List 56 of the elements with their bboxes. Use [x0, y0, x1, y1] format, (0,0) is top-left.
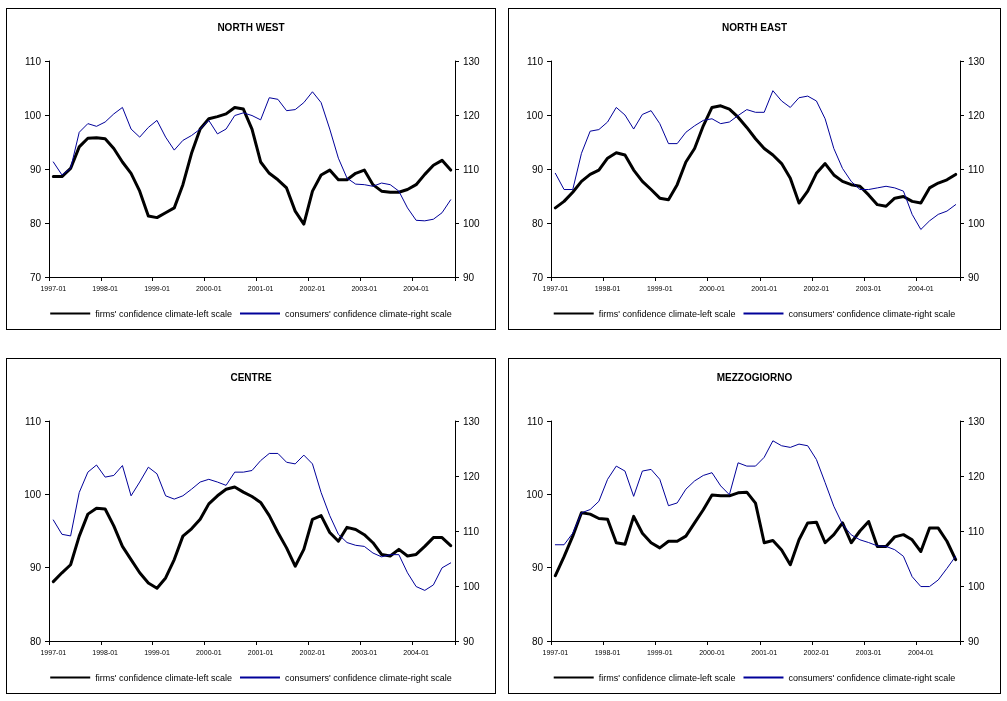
y2-tick-label: 130 — [463, 415, 481, 427]
legend-label: firms' confidence climate-left scale — [598, 672, 736, 683]
y2-tick-label: 100 — [463, 217, 481, 229]
legend-label: consumers' confidence climate-right scale — [788, 308, 956, 319]
y-tick-label: 80 — [29, 635, 42, 647]
line-series — [52, 452, 452, 591]
legend-label: firms' confidence climate-left scale — [95, 308, 232, 319]
legend-label: firms' confidence climate-left scale — [95, 672, 232, 683]
line-series — [553, 490, 958, 578]
y-tick-label: 110 — [527, 55, 544, 67]
y2-tick-label: 120 — [463, 470, 481, 482]
y2-tick-label: 120 — [463, 109, 481, 121]
y2-tick-label: 110 — [463, 525, 480, 537]
line-series — [51, 485, 453, 590]
y-tick-label: 100 — [526, 109, 544, 121]
y2-tick-label: 110 — [968, 163, 985, 175]
y-tick-label: 80 — [531, 217, 544, 229]
y2-tick-label: 120 — [968, 109, 986, 121]
legend-label: consumers' confidence climate-right scale — [284, 308, 452, 319]
y-tick-label: 110 — [25, 415, 42, 427]
y2-tick-label: 120 — [968, 470, 986, 482]
y-tick-label: 70 — [531, 271, 544, 283]
y2-tick-label: 130 — [463, 55, 481, 67]
y2-tick-label: 100 — [968, 580, 986, 592]
y2-tick-label: 100 — [968, 217, 986, 229]
y-tick-label: 90 — [531, 562, 544, 574]
line-series — [554, 440, 957, 588]
line-series — [553, 104, 958, 210]
chart-title: MEZZOGIORNO — [716, 371, 793, 383]
line-series — [554, 90, 957, 230]
legend-label: consumers' confidence climate-right scale — [284, 672, 452, 683]
legend-label: consumers' confidence climate-right scale — [788, 672, 956, 683]
y2-tick-label: 110 — [968, 525, 985, 537]
y-tick-label: 100 — [24, 109, 42, 121]
legend-label: firms' confidence climate-left scale — [598, 308, 736, 319]
y2-tick-label: 90 — [463, 635, 475, 647]
y-tick-label: 80 — [29, 217, 42, 229]
y-tick-label: 110 — [25, 55, 42, 67]
y2-tick-label: 90 — [463, 271, 475, 283]
y2-tick-label: 110 — [463, 163, 480, 175]
y-tick-label: 90 — [29, 562, 42, 574]
chart-title: NORTH EAST — [722, 21, 787, 33]
y-tick-label: 80 — [531, 635, 544, 647]
y-tick-label: 90 — [29, 163, 42, 175]
chart-title: CENTRE — [230, 371, 272, 383]
y2-tick-label: 130 — [968, 55, 986, 67]
y-tick-label: 100 — [24, 488, 42, 500]
y2-tick-label: 90 — [968, 635, 980, 647]
y2-tick-label: 100 — [463, 580, 481, 592]
y-tick-label: 110 — [527, 415, 544, 427]
y2-tick-label: 130 — [968, 415, 986, 427]
y2-tick-label: 90 — [968, 271, 980, 283]
y-tick-label: 100 — [526, 488, 544, 500]
chart-title: NORTH WEST — [217, 21, 285, 33]
y-tick-label: 90 — [531, 163, 544, 175]
y-tick-label: 70 — [29, 271, 42, 283]
